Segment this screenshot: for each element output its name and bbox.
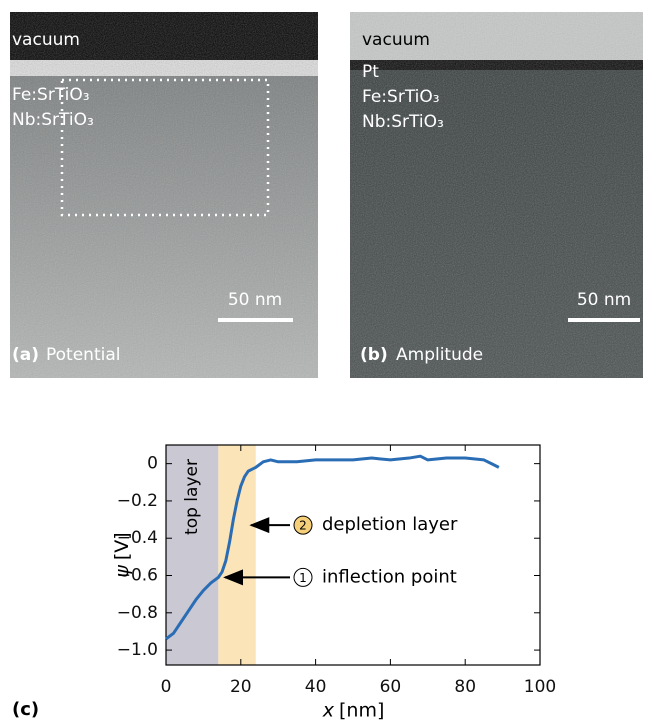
annotation-marker: 1 (299, 571, 307, 585)
y-label-symbol: ψ (111, 565, 133, 578)
annotation-text: depletion layer (322, 514, 458, 535)
x-tick-label: 100 (524, 677, 556, 697)
annotation-text: inflection point (322, 566, 457, 587)
panel-title: Potential (46, 345, 120, 365)
panel-label: (a) (12, 345, 39, 365)
layer-label: Pt (362, 62, 379, 82)
layer-label: vacuum (362, 30, 430, 50)
x-label-unit: [nm] (339, 700, 384, 722)
panel-title: Amplitude (396, 345, 483, 365)
y-tick-label: −0.8 (117, 603, 158, 623)
layer-label: Nb:SrTiO₃ (12, 110, 94, 130)
layer-label: vacuum (12, 30, 80, 50)
region-label: top layer (182, 459, 202, 535)
x-tick-label: 0 (161, 677, 172, 697)
y-tick-label: −1.0 (117, 640, 158, 660)
region (218, 445, 255, 665)
y-tick-label: −0.2 (117, 491, 158, 511)
x-label-symbol: x (322, 700, 335, 722)
x-tick-label: 40 (305, 677, 327, 697)
y-label: ψ [V] (111, 532, 133, 577)
layer-label: Nb:SrTiO₃ (362, 112, 444, 132)
y-tick-label: 0 (147, 454, 158, 474)
scale-label: 50 nm (228, 290, 282, 310)
panel-a: vacuum Fe:SrTiO₃ Nb:SrTiO₃ 50 nm (a) Pot… (10, 12, 318, 378)
layer-label: Fe:SrTiO₃ (12, 85, 90, 105)
noise (350, 12, 643, 378)
annotation-marker: 2 (299, 519, 307, 533)
noise (10, 12, 318, 378)
layer-label: Fe:SrTiO₃ (362, 87, 440, 107)
x-tick-label: 80 (454, 677, 476, 697)
x-tick-label: 20 (230, 677, 252, 697)
y-label-unit: [V] (111, 532, 133, 560)
panel-label: (b) (360, 345, 388, 365)
panel-b: vacuum Pt Fe:SrTiO₃ Nb:SrTiO₃ 50 nm (b) … (350, 12, 643, 378)
figure: vacuum Fe:SrTiO₃ Nb:SrTiO₃ 50 nm (a) Pot… (0, 0, 654, 722)
panel-label: (c) (12, 699, 39, 720)
x-tick-label: 60 (380, 677, 402, 697)
scale-label: 50 nm (577, 290, 631, 310)
